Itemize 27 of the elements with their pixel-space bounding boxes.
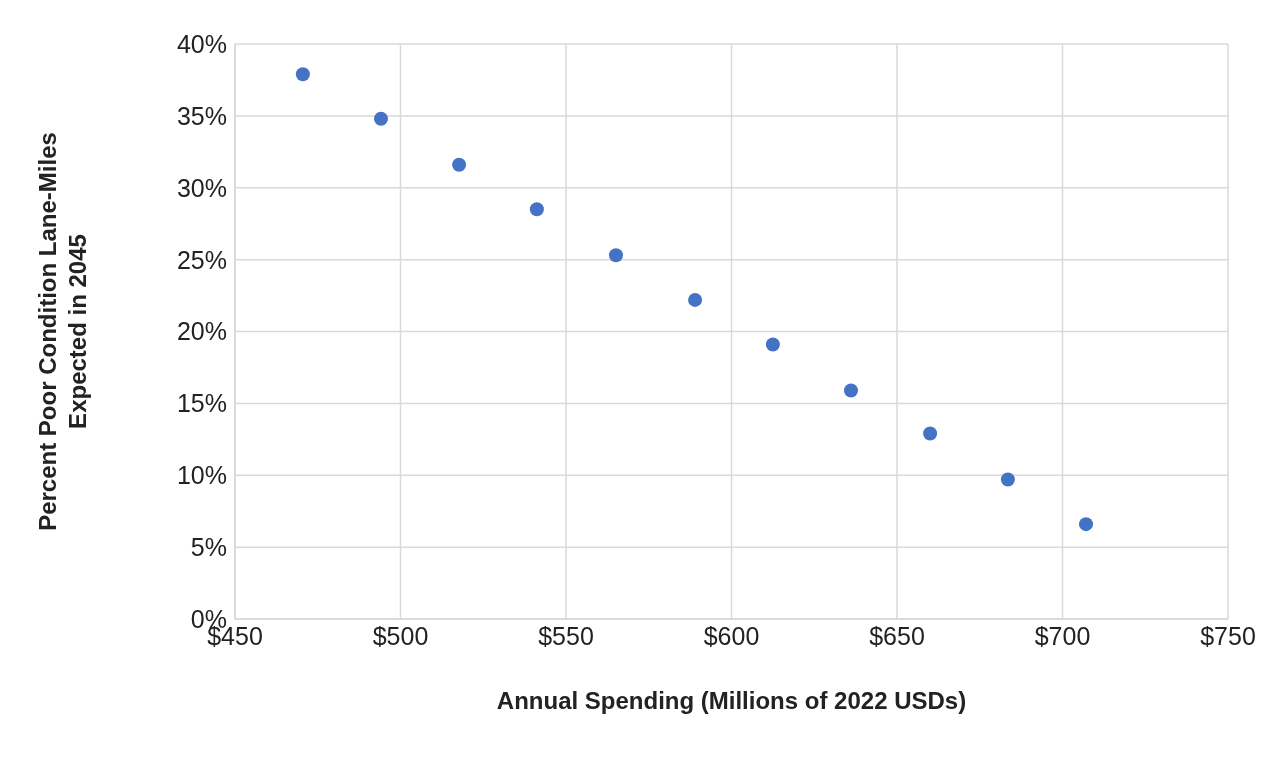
point (529, 202, 544, 217)
y-tick-label: 30% (176, 173, 227, 202)
y-tick-label: 35% (176, 101, 227, 130)
x-tick-label: $550 (538, 621, 594, 650)
point (608, 248, 623, 263)
point (373, 111, 388, 126)
point (1000, 472, 1015, 487)
x-tick-label: $750 (1200, 621, 1256, 650)
point (923, 426, 938, 441)
point (1079, 517, 1093, 532)
y-tick-label: 10% (176, 461, 227, 490)
y-tick-label: 5% (190, 533, 227, 561)
y-tick-label: 25% (176, 245, 227, 274)
y-axis-title: Percent Poor Condition Lane-Miles Expected in 2045 (34, 132, 91, 531)
y-tick-label: 15% (176, 389, 227, 418)
point (452, 157, 467, 172)
x-tick-label: $700 (1034, 621, 1091, 650)
point (765, 337, 780, 352)
x-axis-title: Annual Spending (Millions of 2022 USDs) (496, 687, 967, 714)
x-tick-label: $500 (372, 621, 429, 650)
point (688, 292, 703, 307)
x-tick-label: $650 (869, 621, 925, 650)
x-tick-label: $600 (703, 621, 760, 650)
point (843, 383, 858, 398)
point (295, 67, 310, 82)
y-tick-label: 20% (176, 317, 227, 346)
y-tick-label: 40% (176, 29, 227, 58)
